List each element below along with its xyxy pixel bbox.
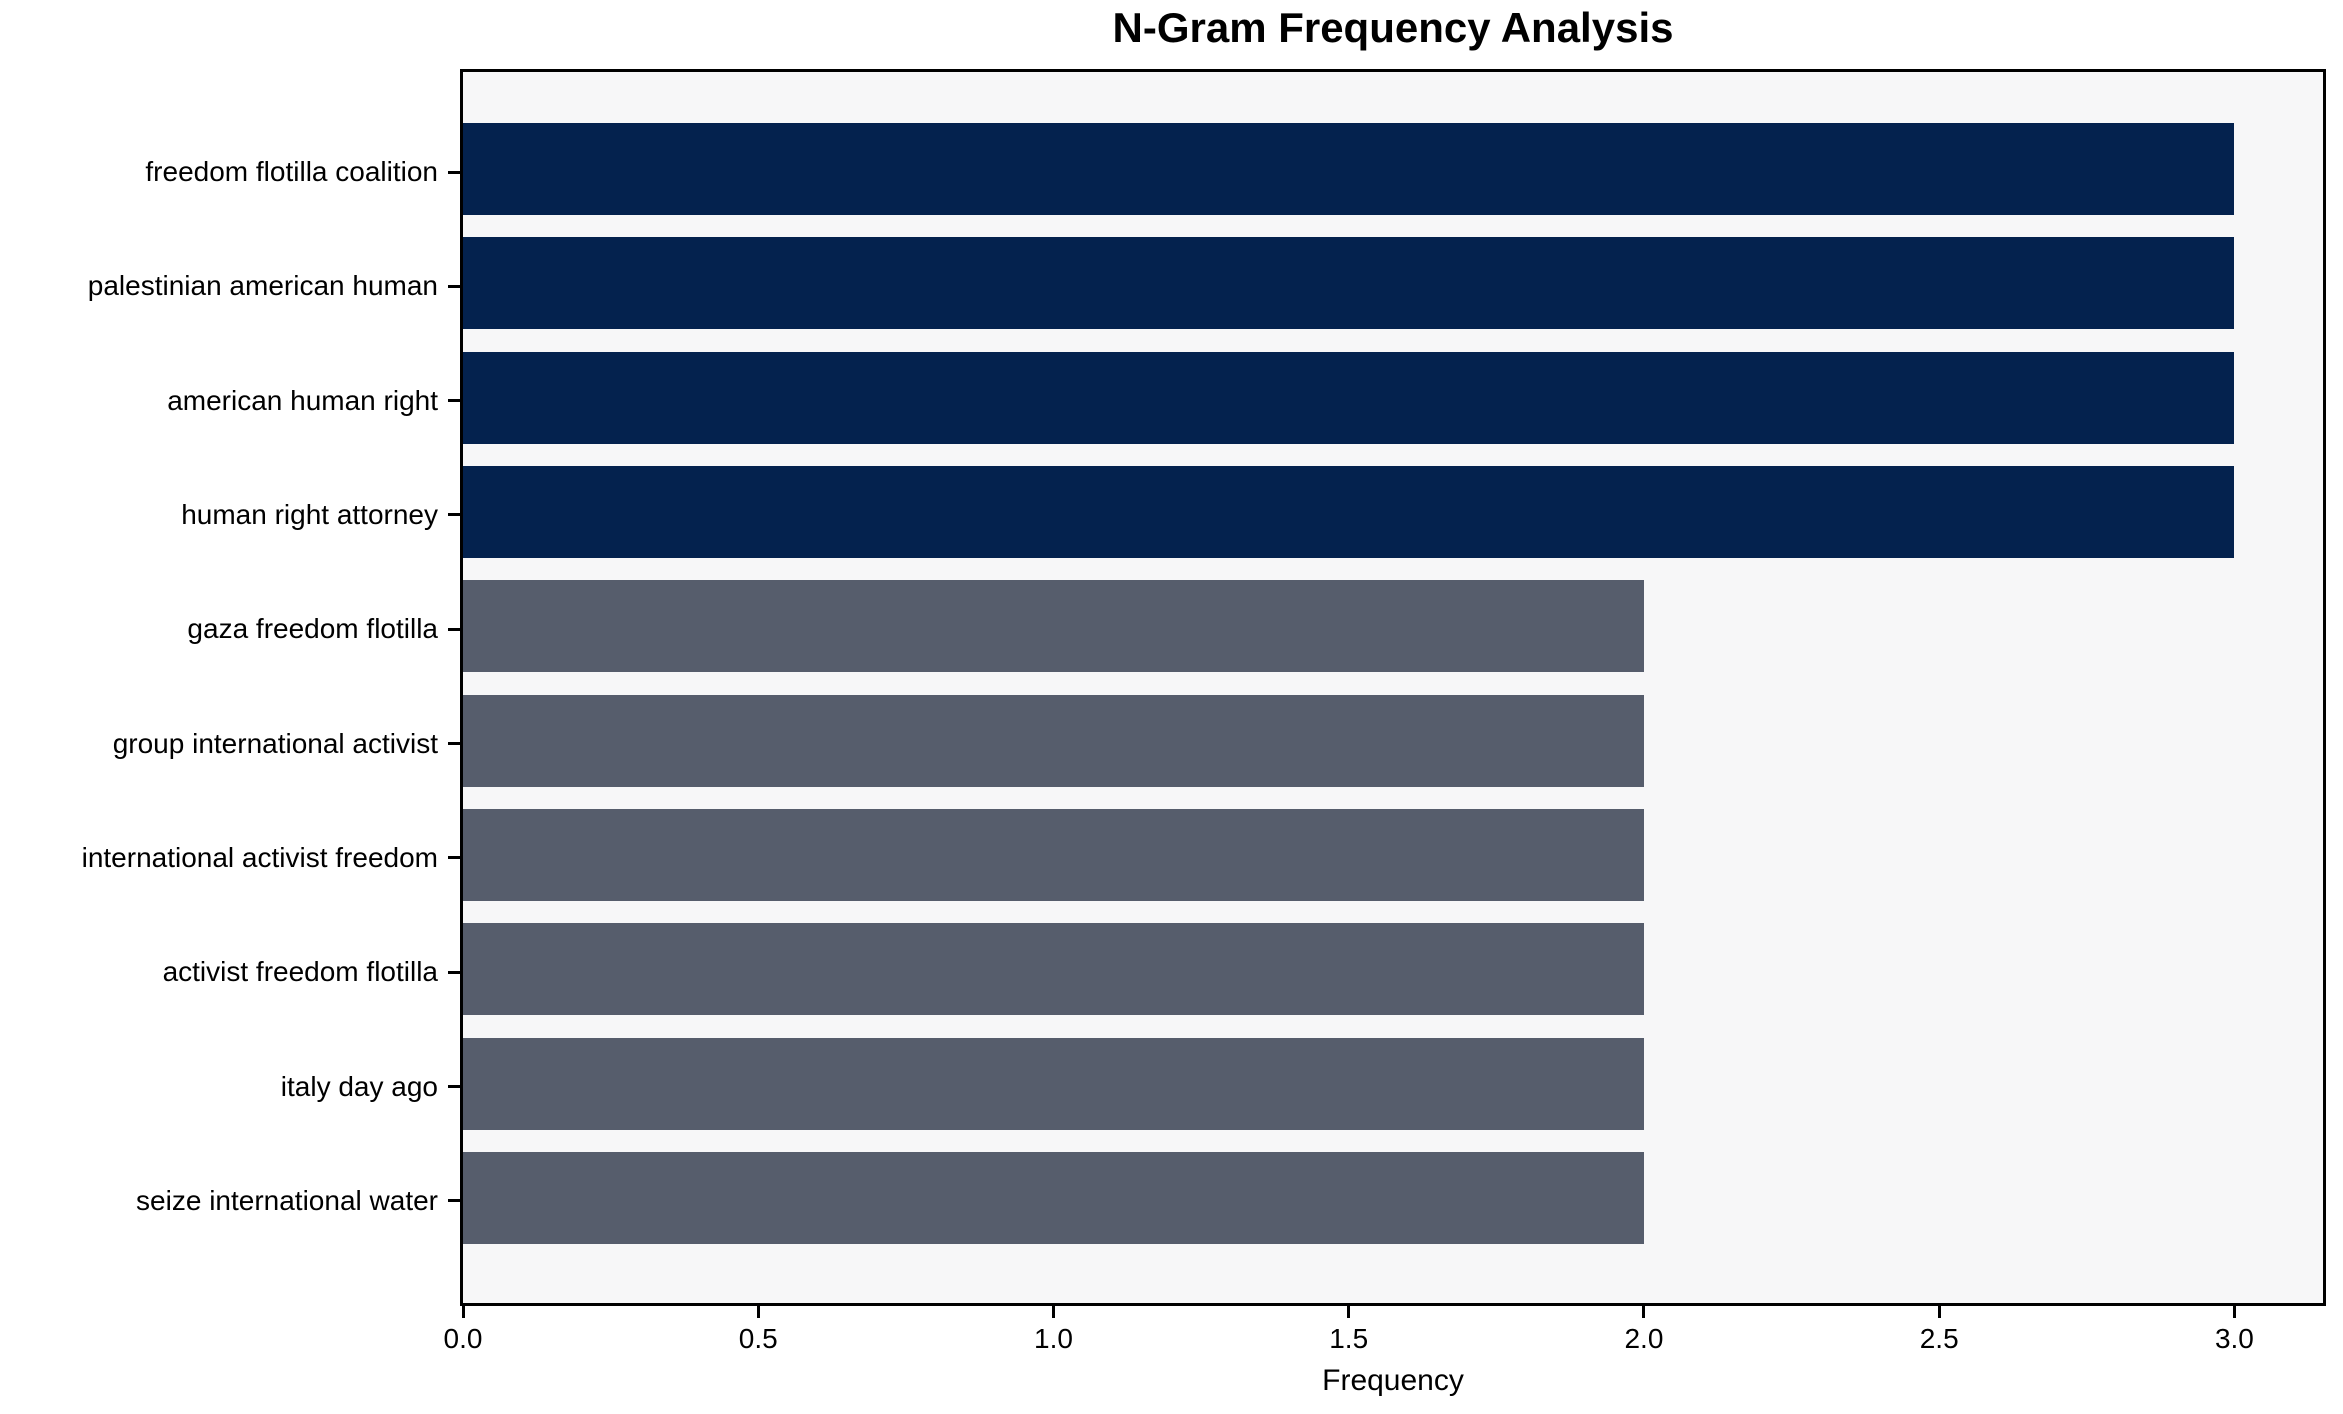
y-tick-label: gaza freedom flotilla [187,613,438,645]
x-tick-label: 0.0 [443,1323,483,1354]
x-tick-label: 2.5 [1919,1323,1959,1354]
y-tick-label: group international activist [112,727,438,759]
bar [463,465,2235,558]
x-tick-label: 2.0 [1624,1323,1664,1354]
y-tick [448,856,460,860]
x-tick [1051,1306,1055,1318]
bar [463,351,2235,444]
x-tick [1937,1306,1941,1318]
bar [463,580,1644,673]
x-tick [461,1306,465,1318]
bar [463,1037,1644,1130]
bar [463,237,2235,330]
x-axis-label: Frequency [1322,1364,1464,1397]
y-tick [448,513,460,517]
bar [463,694,1644,787]
y-tick-label: american human right [167,384,438,416]
y-tick-label: palestinian american human [87,270,438,302]
y-tick [448,399,460,403]
x-tick-label: 1.5 [1329,1323,1369,1354]
y-tick-label: human right attorney [181,498,438,530]
y-tick [448,1199,460,1203]
bar [463,1151,1644,1244]
y-tick [448,742,460,746]
x-tick [756,1306,760,1318]
x-tick-label: 1.0 [1034,1323,1073,1354]
x-tick [1347,1306,1351,1318]
y-tick [448,170,460,174]
bar [463,123,2235,215]
plot-area [460,69,2326,1306]
y-tick [448,284,460,288]
x-tick [2232,1306,2236,1318]
y-tick [448,1085,460,1089]
y-tick [448,627,460,631]
bar [463,808,1644,901]
x-tick-label: 0.5 [738,1323,778,1354]
y-tick-label: international activist freedom [81,841,438,873]
y-tick [448,970,460,974]
chart-title: N-Gram Frequency Analysis [1112,4,1674,51]
y-tick-label: seize international water [136,1184,438,1216]
y-tick-label: activist freedom flotilla [162,956,438,988]
bar [463,923,1644,1016]
x-tick [1642,1306,1646,1318]
y-tick-label: freedom flotilla coalition [145,156,438,187]
x-tick-label: 3.0 [2214,1323,2254,1354]
y-tick-label: italy day ago [280,1070,438,1102]
